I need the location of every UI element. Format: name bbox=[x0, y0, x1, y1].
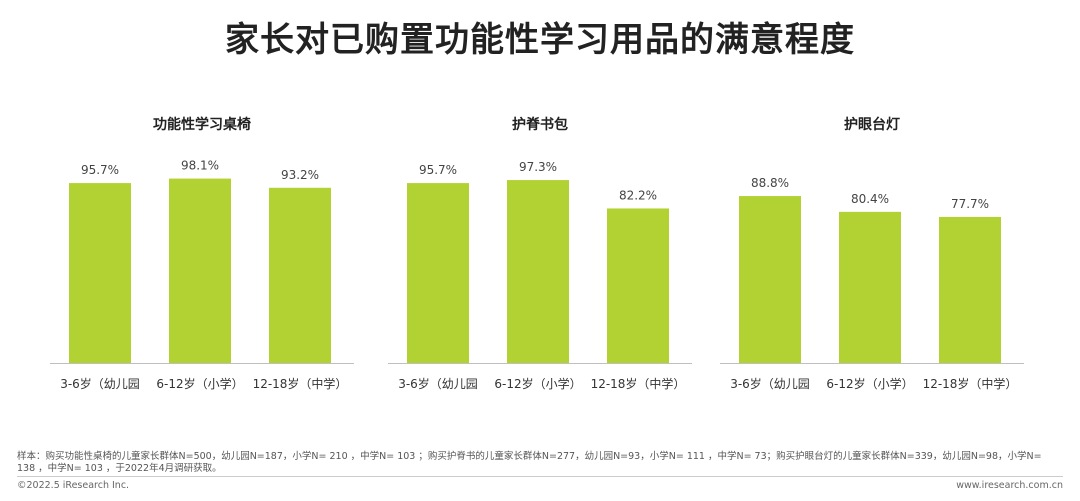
sample-note: 样本：购买功能性桌椅的儿童家长群体N=500，幼儿园N=187，小学N= 210… bbox=[17, 451, 1042, 474]
page-title: 家长对已购置功能性学习用品的满意程度 bbox=[225, 20, 855, 60]
bar-value-label: 98.1% bbox=[181, 159, 219, 173]
website-link[interactable]: www.iresearch.com.cn bbox=[956, 480, 1063, 491]
chart-title-backpack: 护脊书包 bbox=[512, 117, 568, 133]
category-label: 6-12岁（小学） bbox=[156, 376, 243, 391]
category-label: 3-6岁（幼儿园 bbox=[398, 376, 478, 391]
bar-value-label: 95.7% bbox=[81, 163, 119, 177]
bar bbox=[507, 180, 569, 363]
category-label: 12-18岁（中学） bbox=[591, 376, 686, 391]
bar bbox=[939, 216, 1001, 363]
category-label: 3-6岁（幼儿园 bbox=[730, 376, 810, 391]
category-label: 12-18岁（中学） bbox=[253, 376, 348, 391]
bar bbox=[607, 208, 669, 363]
bar bbox=[69, 183, 131, 363]
bar-value-label: 82.2% bbox=[619, 188, 657, 202]
bar-value-label: 93.2% bbox=[281, 168, 319, 182]
footer-divider bbox=[17, 476, 1063, 477]
bar-value-label: 95.7% bbox=[419, 163, 457, 177]
category-label: 6-12岁（小学） bbox=[826, 376, 913, 391]
bar-value-label: 97.3% bbox=[519, 160, 557, 174]
category-label: 3-6岁（幼儿园 bbox=[60, 376, 140, 391]
chart-title-desk-chair: 功能性学习桌椅 bbox=[153, 117, 251, 133]
chart-panel-backpack: 95.7% 3-6岁（幼儿园 97.3% 6-12岁（小学） 82.2% 12-18岁（中… bbox=[380, 110, 700, 400]
chart-panel-desk-lamp: 88.8% 3-6岁（幼儿园 80.4% 6-12岁（小学） 77.7% 12-18岁（中… bbox=[712, 110, 1032, 400]
chart-backpack: 95.7% 3-6岁（幼儿园 97.3% 6-12岁（小学） 82.2% 12-18岁（中… bbox=[388, 160, 692, 391]
category-label: 6-12岁（小学） bbox=[494, 376, 581, 391]
bar bbox=[739, 196, 801, 363]
bar bbox=[839, 211, 901, 363]
bar-value-label: 80.4% bbox=[851, 192, 889, 206]
chart-title-desk-lamp: 护眼台灯 bbox=[844, 117, 900, 133]
bar-value-label: 88.8% bbox=[751, 176, 789, 190]
bar bbox=[269, 187, 331, 363]
bar bbox=[169, 178, 231, 363]
chart-desk-lamp: 88.8% 3-6岁（幼儿园 80.4% 6-12岁（小学） 77.7% 12-18岁（中… bbox=[720, 176, 1024, 391]
bar-value-label: 77.7% bbox=[951, 197, 989, 211]
chart-desk-chair: 95.7% 3-6岁（幼儿园 98.1% 6-12岁（小学） 93.2% 12-18岁（中… bbox=[50, 159, 354, 391]
copyright-text: ©2022.5 iResearch Inc. bbox=[17, 480, 130, 491]
chart-panel-desk-chair: 95.7% 3-6岁（幼儿园 98.1% 6-12岁（小学） 93.2% 12-18岁（中… bbox=[42, 110, 362, 400]
bar bbox=[407, 183, 469, 363]
category-label: 12-18岁（中学） bbox=[923, 376, 1018, 391]
